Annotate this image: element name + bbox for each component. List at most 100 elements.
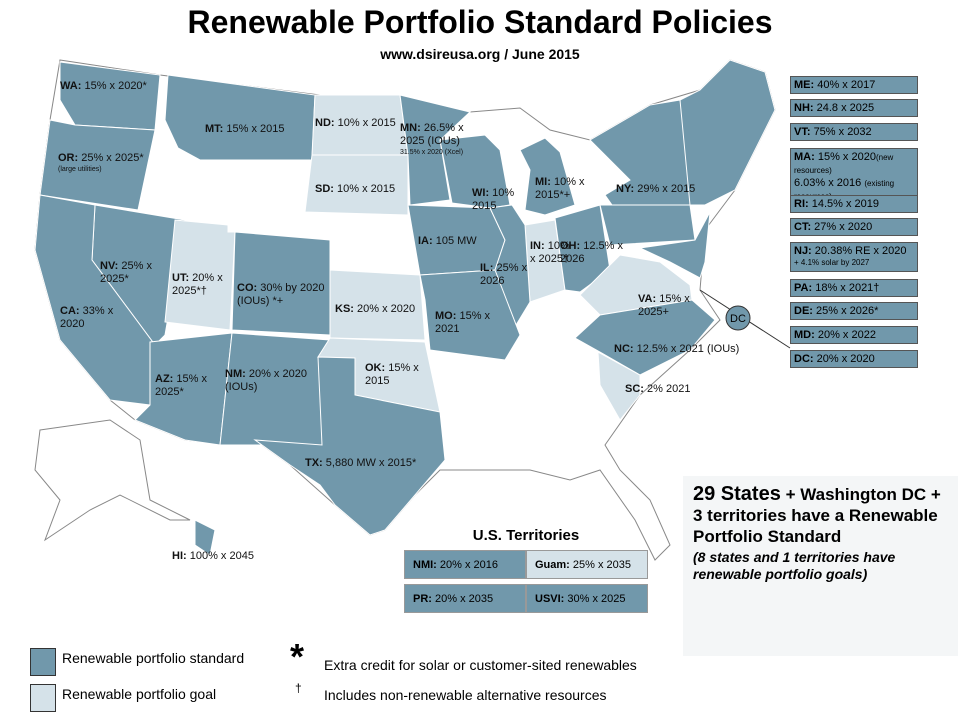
state-box: CT: 27% x 2020 (790, 218, 918, 236)
new-england (679, 59, 776, 206)
territory-abbr: Guam: (535, 558, 570, 571)
state-policy: 15% x 2020* (84, 80, 147, 92)
territory-box: NMI: 20% x 2016 (404, 550, 526, 579)
state-label: CO: 30% by 2020 (IOUs) *+ (237, 282, 329, 308)
state-abbr: ME: (794, 79, 815, 91)
state-note: (new resources) (794, 153, 894, 175)
legend-symbol: † (295, 681, 302, 695)
state-note: + 4.1% solar by 2027 (794, 258, 870, 267)
territory-policy: 25% x 2035 (572, 558, 632, 571)
state (519, 137, 576, 216)
state-label: SC: 2% 2021 (625, 383, 705, 396)
state-label: NM: 20% x 2020 (IOUs) (225, 368, 315, 394)
state-abbr: IN: (530, 240, 545, 252)
state-label: UT: 20% x 2025*† (172, 272, 234, 298)
state-label: WA: 15% x 2020* (60, 80, 170, 93)
state-policy: 5,880 MW x 2015* (325, 457, 417, 469)
state-note: (large utilities) (58, 166, 102, 173)
territory-box: PR: 20% x 2035 (404, 584, 526, 613)
legend-label: Renewable portfolio goal (62, 686, 217, 702)
state-policy: 25% x 2026 (480, 262, 528, 287)
state-label: OK: 15% x 2015 (365, 362, 425, 388)
state-label: HI: 100% x 2045 (172, 550, 272, 563)
state-abbr: DE: (794, 305, 813, 317)
territory-box: USVI: 30% x 2025 (526, 584, 648, 613)
state-policy: 20% x 2025*† (172, 272, 223, 297)
state-label: MO: 15% x 2021 (435, 310, 500, 336)
state-policy: 15% x 2020 (817, 151, 876, 163)
dc-marker (725, 305, 751, 331)
territory-policy: 20% x 2035 (435, 592, 494, 605)
territories-title: U.S. Territories (472, 527, 580, 544)
state-label: AZ: 15% x 2025* (155, 373, 220, 399)
territory-abbr: PR: (413, 592, 432, 605)
state-policy: 29% x 2015 (637, 183, 696, 195)
state-policy: 27% x 2020 (814, 221, 873, 233)
state-box: NJ: 20.38% RE x 2020 + 4.1% solar by 2027 (790, 242, 918, 272)
state-policy: 20% x 2020 (816, 353, 875, 365)
state-box: DE: 25% x 2026* (790, 302, 918, 320)
state-policy: 26.5% x 2025 (IOUs) (400, 122, 464, 147)
territory-policy: 20% x 2016 (439, 558, 498, 571)
state (39, 119, 156, 211)
state-abbr: MD: (794, 329, 815, 341)
territory-abbr: USVI: (535, 592, 565, 605)
state-abbr: NM: (225, 368, 246, 380)
state-label: VA: 15% x 2025+ (638, 293, 698, 319)
state-label: TX: 5,880 MW x 2015* (305, 457, 435, 470)
state-policy: 18% x 2021† (815, 282, 880, 294)
state-policy: 105 MW (435, 235, 477, 247)
state-policy: 20% x 2022 (817, 329, 876, 341)
summary-note: (8 states and 1 territories have renewab… (693, 549, 896, 582)
state-label: NV: 25% x 2025* (100, 260, 160, 286)
state (597, 351, 641, 421)
state-policy: 15% x 2025+ (638, 293, 690, 318)
summary-text: + Washington DC + 3 territories have a R… (693, 485, 941, 546)
state-policy: 15% x 2015 (226, 123, 285, 135)
state-label: ND: 10% x 2015 (315, 117, 405, 130)
state-abbr: OK: (365, 362, 386, 374)
state-policy: 10% x 2015*+ (535, 176, 585, 201)
territory-abbr: NMI: (413, 558, 437, 571)
alaska-outline (34, 419, 191, 542)
state-label: CA: 33% x 2020 (60, 305, 120, 331)
territory-policy: 30% x 2025 (567, 592, 626, 605)
legend-symbol-text: Extra credit for solar or customer-sited… (324, 657, 637, 673)
state-label: MN: 26.5% x 2025 (IOUs) 31.5% x 2020 (Xce… (400, 122, 485, 157)
state-abbr: NC: (614, 343, 634, 355)
state (419, 269, 521, 361)
maryland-nj (638, 211, 711, 279)
summary-box: 29 States + Washington DC + 3 territorie… (683, 476, 958, 656)
state-abbr: IA: (418, 235, 433, 247)
state-abbr: CA: (60, 305, 80, 317)
legend-swatch (30, 684, 56, 712)
state-policy: 20% x 2020 (IOUs) (225, 368, 307, 393)
state-label: NC: 12.5% x 2021 (IOUs) (614, 343, 764, 356)
legend-label: Renewable portfolio standard (62, 650, 245, 666)
state-abbr: HI: (172, 550, 187, 562)
state-box: ME: 40% x 2017 (790, 76, 918, 94)
state (164, 74, 316, 161)
state-label: OH: 12.5% x 2026 (560, 240, 625, 266)
state-policy: 10% x 2015 (337, 117, 396, 129)
state-policy: 2% 2021 (647, 383, 691, 395)
state-label: OR: 25% x 2025* (large utilities) (58, 152, 158, 174)
state-policy: 12.5% x 2026 (560, 240, 623, 265)
state-abbr: TX: (305, 457, 323, 469)
state-policy: 10% 2015 (472, 187, 515, 212)
state-abbr: CO: (237, 282, 258, 294)
state-note: 31.5% x 2020 (Xcel) (400, 149, 464, 156)
state-abbr: RI: (794, 198, 809, 210)
state-abbr: NY: (616, 183, 635, 195)
state-policy: 24.8 x 2025 (816, 102, 875, 114)
state-box: VT: 75% x 2032 (790, 123, 918, 141)
state-policy: 30% by 2020 (IOUs) *+ (237, 282, 325, 307)
state-abbr: NV: (100, 260, 119, 272)
state-abbr: SD: (315, 183, 334, 195)
state (329, 269, 426, 341)
state-policy: 20% x 2020 (357, 303, 416, 315)
legend-symbol-text: Includes non-renewable alternative resou… (324, 687, 607, 703)
state-policy: 14.5% x 2019 (811, 198, 880, 210)
